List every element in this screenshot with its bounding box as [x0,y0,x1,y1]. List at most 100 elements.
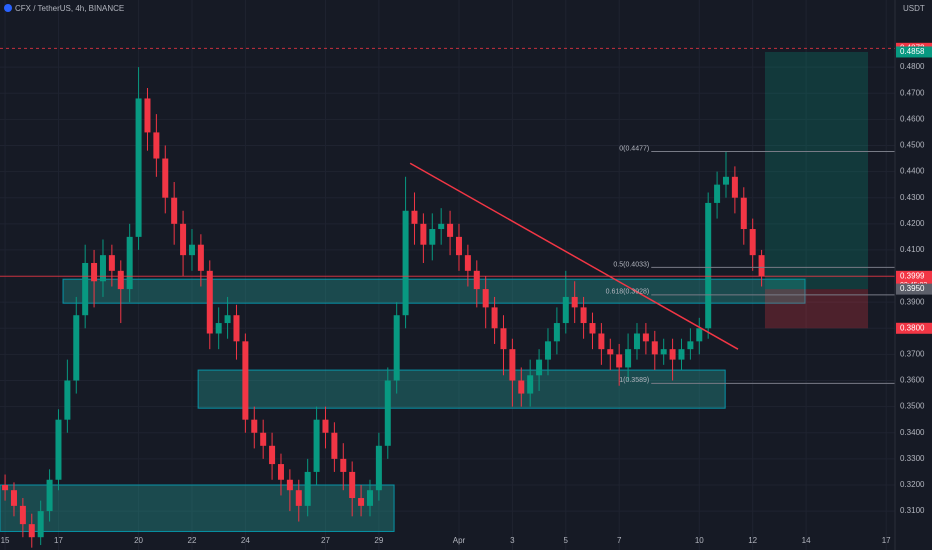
candle-body [331,432,338,459]
candle-body [82,262,89,316]
candle-body [740,197,747,230]
x-tick-label: 22 [188,536,197,545]
x-tick-label: 27 [321,536,330,545]
candle-body [749,229,756,256]
y-tick-label: 0.4200 [900,219,925,228]
x-tick-label: 14 [802,536,811,545]
y-tick-label: 0.3600 [900,376,925,385]
candle-body [260,432,267,446]
x-tick-label: 20 [134,536,143,545]
candle-body [117,270,124,290]
position-profit [764,51,869,290]
candle-body [153,132,160,159]
candle-body [358,498,365,506]
candle-body [580,307,587,324]
candle-body [455,236,462,256]
x-tick-label: 17 [882,536,891,545]
candle-body [527,375,534,394]
fib-label: 0.5(0.4033) [613,261,649,268]
y-tick-label: 0.4400 [900,167,925,176]
x-tick-label: 24 [241,536,250,545]
candle-body [135,98,142,237]
y-tick-label: 0.4700 [900,88,925,97]
candle-body [420,223,427,245]
y-tick-label: 0.4500 [900,141,925,150]
price-badge [896,322,932,334]
candle-body [473,270,480,290]
price-badge-label: 0.3950 [900,284,925,293]
candle-body [46,479,53,512]
candle-body [553,323,560,342]
y-tick-label: 0.3900 [900,297,925,306]
candle-body [660,349,667,355]
candle-body [393,315,400,381]
candle-body [242,341,249,420]
candle-body [518,380,525,394]
candle-body [304,471,311,506]
candle-body [687,341,694,350]
candle-body [429,229,436,245]
price-badge-label: 0.4858 [900,47,925,56]
candle-body [731,176,738,198]
symbol-icon [4,4,12,12]
candle-body [64,380,71,420]
chart-title: CFX / TetherUS, 4h, BINANCE [15,4,124,13]
candle-body [625,349,632,368]
price-badge-label: 0.3999 [900,271,925,280]
fib-label: 0.618(0.3928) [606,289,650,296]
zone [62,278,806,304]
y-tick-label: 0.4300 [900,193,925,202]
candle-body [340,458,347,472]
candle-body [28,524,35,538]
y-tick-label: 0.3300 [900,454,925,463]
y-tick-label: 0.4800 [900,62,925,71]
candle-body [144,98,151,133]
candle-body [171,197,178,224]
candle-body [188,244,195,256]
candle-body [91,262,98,282]
candle-body [206,270,213,334]
y-tick-label: 0.3100 [900,506,925,515]
currency: USDT [903,4,925,13]
fib-label: 0(0.4477) [619,145,649,152]
x-tick-label: 10 [695,536,704,545]
y-tick-label: 0.3500 [900,402,925,411]
zone [197,369,726,409]
candle-body [99,255,106,282]
candle-body [277,464,284,480]
y-tick-label: 0.4100 [900,245,925,254]
x-tick-label: 5 [564,536,569,545]
x-tick-label: 3 [510,536,515,545]
x-tick-label: 29 [374,536,383,545]
candle-body [2,484,9,491]
position-loss [764,289,869,329]
candle-body [180,223,187,256]
candle-body [19,505,26,525]
candle-body [251,419,258,433]
x-tick-label: 15 [1,536,10,545]
candle-body [384,380,391,446]
candle-body [322,419,329,433]
candle-body [633,333,640,350]
candle-body [491,307,498,329]
candle-body [126,236,133,290]
candle-body [162,158,169,198]
candle-body [438,223,445,230]
candle-body [366,490,373,506]
candle-body [197,244,204,271]
x-tick-label: Apr [453,536,466,545]
candle-body [642,333,649,342]
candle-body [233,315,240,342]
candle-body [598,333,605,350]
candle-body [37,511,44,538]
candle-body [705,202,712,329]
candle-body [55,419,62,480]
x-tick-label: 7 [617,536,622,545]
x-tick-label: 17 [54,536,63,545]
candle-body [696,328,703,342]
candle-body [544,341,551,360]
candle-body [482,289,489,308]
candle-body [562,296,569,324]
price-badge [896,283,932,295]
y-tick-label: 0.4600 [900,114,925,123]
